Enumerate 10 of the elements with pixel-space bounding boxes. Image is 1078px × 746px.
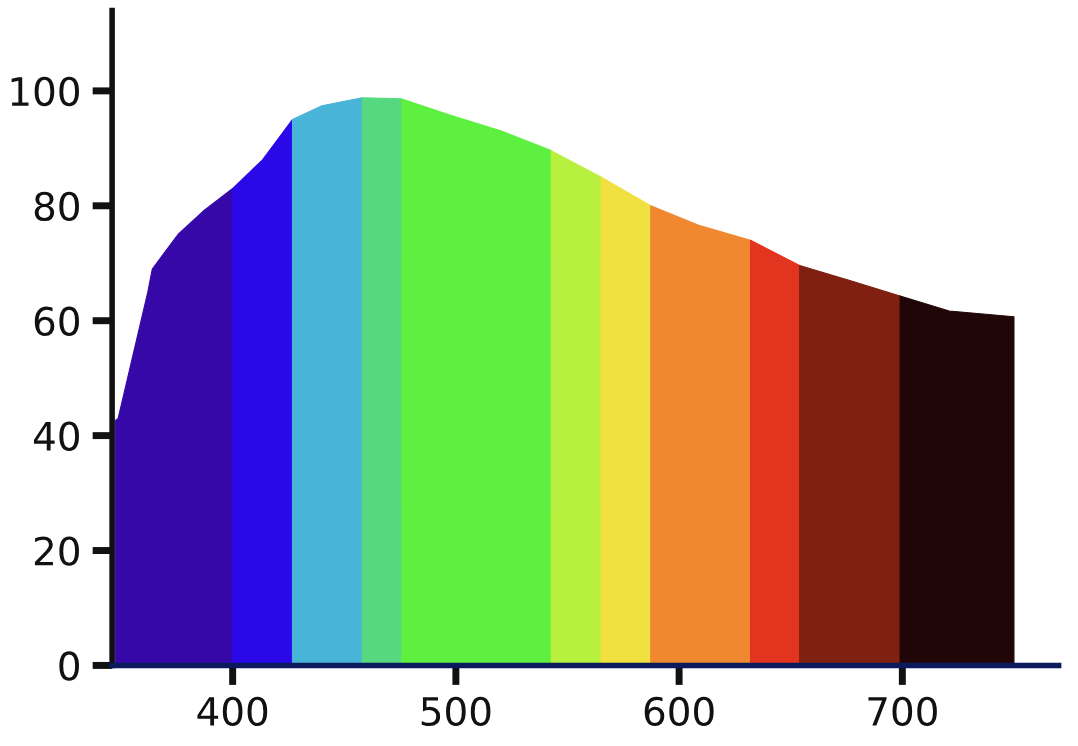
y-tick-label: 40 [33, 421, 79, 451]
y-tick-label: 60 [34, 306, 79, 337]
y-tick-label: 100 [11, 76, 79, 107]
x-tick-label: 500 [421, 696, 491, 727]
x-tick-label: 700 [868, 696, 937, 727]
x-tick-label: 600 [644, 696, 714, 727]
y-tick-label: 20 [34, 536, 79, 566]
x-tick-label: 400 [197, 696, 268, 727]
y-tick-label: 0 [59, 651, 79, 681]
y-tick-label: 80 [34, 191, 79, 222]
